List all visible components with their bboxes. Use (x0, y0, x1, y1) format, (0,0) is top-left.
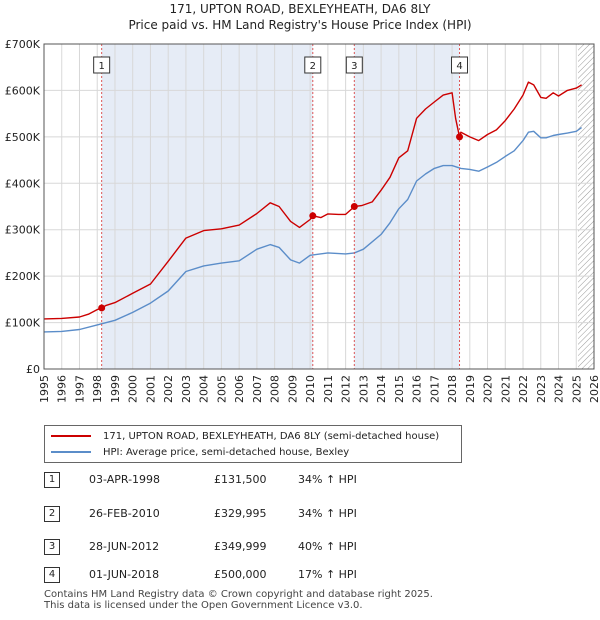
x-tick-label: 2021 (499, 375, 512, 403)
footer-license: This data is licensed under the Open Gov… (44, 600, 363, 611)
transaction-label: 4 (456, 61, 462, 72)
y-tick-label: £200K (5, 270, 41, 283)
transaction-label-box (451, 56, 469, 74)
transaction-hpi: 34% ↑ HPI (298, 507, 357, 520)
series-line-property (43, 81, 582, 320)
transaction-number: 2 (44, 506, 60, 522)
x-tick-label: 2002 (162, 375, 175, 403)
y-tick-label: £600K (5, 84, 41, 97)
transaction-label: 3 (351, 61, 357, 72)
transaction-point (309, 212, 317, 220)
legend-item-property: 171, UPTON ROAD, BEXLEYHEATH, DA6 8LY (s… (51, 428, 439, 444)
legend-label-hpi: HPI: Average price, semi-detached house,… (103, 446, 350, 458)
legend-label-property: 171, UPTON ROAD, BEXLEYHEATH, DA6 8LY (s… (103, 430, 440, 442)
transaction-hpi: 40% ↑ HPI (298, 540, 357, 553)
transaction-price: £329,995 (214, 507, 267, 520)
plot-border (43, 43, 595, 370)
x-tick-label: 1997 (73, 375, 86, 403)
legend-swatch-hpi (51, 451, 91, 453)
footer: Contains HM Land Registry data © Crown c… (44, 589, 433, 611)
x-tick-label: 2012 (340, 375, 353, 403)
x-tick-label: 2015 (393, 375, 406, 403)
x-tick-label: 2018 (446, 375, 459, 403)
y-tick-label: £400K (5, 177, 41, 190)
transaction-date: 28-JUN-2012 (89, 540, 160, 553)
table-row: 1 03-APR-1998 £131,500 34% ↑ HPI (44, 472, 464, 492)
x-tick-label: 2017 (428, 375, 441, 403)
ownership-band (354, 44, 460, 369)
series-line-hpi (43, 127, 583, 333)
x-tick-label: 2009 (286, 375, 299, 403)
ownership-band (101, 44, 313, 369)
transaction-price: £349,999 (214, 540, 267, 553)
transaction-label-box (93, 56, 111, 74)
transaction-hpi: 34% ↑ HPI (298, 473, 357, 486)
x-tick-label: 2001 (144, 375, 157, 403)
transaction-number: 1 (44, 472, 60, 488)
table-row: 3 28-JUN-2012 £349,999 40% ↑ HPI (44, 539, 464, 559)
transaction-hpi: 17% ↑ HPI (298, 568, 357, 581)
x-tick-label: 2020 (482, 375, 495, 403)
transaction-date: 01-JUN-2018 (89, 568, 160, 581)
x-tick-label: 2006 (233, 375, 246, 403)
x-tick-label: 1995 (38, 375, 51, 403)
y-tick-label: £500K (5, 131, 41, 144)
transaction-label: 1 (98, 61, 104, 72)
x-tick-label: 1996 (56, 375, 69, 403)
transaction-point (98, 304, 106, 312)
x-tick-label: 2023 (535, 375, 548, 403)
x-tick-label: 2011 (322, 375, 335, 403)
transaction-label-box (304, 56, 322, 74)
forecast-hatch (578, 44, 594, 369)
price-chart: £0 £100K £200K £300K £400K £500K £600K £700K 199… (5, 38, 600, 403)
table-row: 2 26-FEB-2010 £329,995 34% ↑ HPI (44, 506, 464, 526)
x-tick-label: 2019 (464, 375, 477, 403)
transaction-point (350, 203, 358, 211)
x-tick-label: 2004 (198, 375, 211, 403)
y-tick-label: £100K (5, 317, 41, 330)
chart-title-line2: Price paid vs. HM Land Registry's House … (128, 18, 472, 32)
transaction-label-box (345, 56, 363, 74)
transaction-number: 4 (44, 567, 60, 583)
x-tick-label: 2024 (553, 375, 566, 403)
legend: 171, UPTON ROAD, BEXLEYHEATH, DA6 8LY (s… (44, 425, 462, 463)
y-tick-label: £300K (5, 224, 41, 237)
transaction-price: £131,500 (214, 473, 267, 486)
x-tick-label: 2003 (180, 375, 193, 403)
y-tick-label: £0 (26, 363, 40, 376)
transaction-number: 3 (44, 539, 60, 555)
x-tick-label: 2008 (269, 375, 282, 403)
transaction-date: 03-APR-1998 (89, 473, 161, 486)
x-tick-label: 2022 (517, 375, 530, 403)
x-tick-label: 2014 (375, 375, 388, 403)
legend-item-hpi: HPI: Average price, semi-detached house,… (51, 444, 349, 460)
transaction-price: £500,000 (214, 568, 267, 581)
table-row: 4 01-JUN-2018 £500,000 17% ↑ HPI (44, 567, 464, 587)
transaction-label: 2 (310, 61, 316, 72)
x-tick-label: 2005 (215, 375, 228, 403)
x-tick-label: 1998 (91, 375, 104, 403)
transaction-date: 26-FEB-2010 (89, 507, 160, 520)
x-tick-label: 1999 (109, 375, 122, 403)
x-tick-label: 2007 (251, 375, 264, 403)
footer-copyright: Contains HM Land Registry data © Crown c… (44, 589, 433, 600)
x-tick-label: 2013 (357, 375, 370, 403)
x-tick-label: 2000 (127, 375, 140, 403)
x-tick-label: 2025 (570, 375, 583, 403)
transaction-point (456, 133, 464, 141)
y-tick-label: £700K (5, 38, 41, 51)
chart-title-line1: 171, UPTON ROAD, BEXLEYHEATH, DA6 8LY (169, 2, 431, 16)
x-tick-label: 2010 (304, 375, 317, 403)
x-tick-label: 2016 (411, 375, 424, 403)
x-tick-label: 2026 (588, 375, 600, 403)
legend-swatch-property (51, 435, 91, 437)
